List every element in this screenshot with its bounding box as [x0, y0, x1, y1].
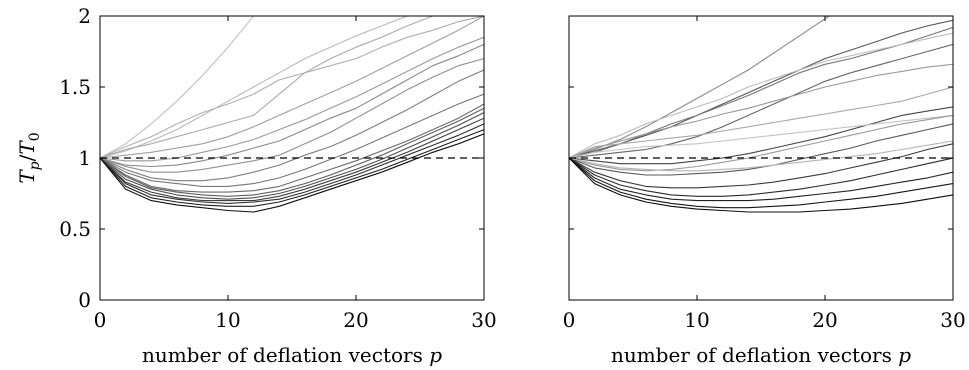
left-series-line-16 — [100, 129, 484, 207]
right-series-lines — [569, 16, 953, 213]
left-y-tick-label-0: 0 — [78, 288, 91, 312]
left-series-line-10 — [100, 93, 484, 187]
left-x-axis-label: number of deflation vectors p — [142, 343, 442, 367]
left-y-tick-label-0.5: 0.5 — [59, 217, 91, 241]
right-series-line-10 — [569, 114, 953, 172]
left-y-axis-label: Tp/T0 — [15, 132, 43, 183]
right-series-line-2 — [569, 19, 953, 159]
left-series-lines — [100, 16, 484, 213]
right-series-line-14 — [569, 157, 953, 197]
left-x-tick-label-30: 30 — [471, 308, 496, 332]
right-x-tick-label-30: 30 — [940, 308, 965, 332]
left-x-tick-label-10: 10 — [215, 308, 240, 332]
left-series-line-8 — [100, 58, 484, 173]
left-series-line-9 — [100, 69, 484, 182]
right-series-line-6 — [569, 63, 953, 159]
left-series-line-13 — [100, 112, 484, 200]
left-x-tick-label-20: 20 — [343, 308, 368, 332]
left-y-tick-label-1: 1 — [78, 146, 91, 170]
right-series-line-16 — [569, 157, 953, 209]
left-series-line-15 — [100, 123, 484, 204]
left-x-tick-label-0: 0 — [94, 308, 107, 332]
right-x-tick-label-0: 0 — [563, 308, 576, 332]
right-series-line-12 — [569, 140, 953, 172]
left-chart-panel: 0 0.5 1 1.5 2 0 10 20 30 Tp/T0 number of deflat… — [15, 4, 497, 367]
right-x-tick-label-20: 20 — [812, 308, 837, 332]
left-series-line-11 — [100, 103, 484, 193]
left-x-axis-label-text: number of deflation vectors — [142, 343, 429, 367]
left-y-tick-label-1.5: 1.5 — [59, 75, 91, 99]
left-y-tick-label-2: 2 — [78, 4, 91, 28]
right-series-line-5 — [569, 43, 953, 159]
right-xtick-labels: 0 10 20 30 — [563, 308, 966, 332]
right-series-line-8 — [569, 106, 953, 165]
left-series-line-2 — [100, 16, 409, 159]
left-series-line-3 — [100, 16, 435, 159]
left-series-line-12 — [100, 107, 484, 197]
right-series-line-15 — [569, 157, 953, 202]
right-series-line-13 — [569, 143, 953, 189]
right-series-line-4 — [569, 32, 953, 159]
left-series-line-17 — [100, 133, 484, 213]
right-series-line-9 — [569, 114, 953, 159]
right-series-line-3 — [569, 26, 953, 159]
left-series-line-1 — [100, 16, 255, 159]
left-series-line-14 — [100, 117, 484, 202]
right-x-tick-label-10: 10 — [684, 308, 709, 332]
left-series-line-6 — [100, 36, 484, 162]
right-ticks — [568, 15, 954, 301]
left-series-line-5 — [100, 16, 484, 159]
left-ytick-labels: 0 0.5 1 1.5 2 — [59, 4, 91, 312]
right-series-line-1 — [569, 16, 831, 159]
right-series-line-7 — [569, 86, 953, 159]
left-ticks — [99, 15, 485, 301]
right-chart-panel: 0 10 20 30 number of deflation vectors p — [563, 15, 966, 367]
left-xtick-labels: 0 10 20 30 — [94, 308, 497, 332]
right-series-line-17 — [569, 157, 953, 213]
right-x-axis-label: number of deflation vectors p — [611, 343, 911, 367]
right-series-line-11 — [569, 123, 953, 176]
left-series-line-7 — [100, 43, 484, 168]
right-x-axis-label-text: number of deflation vectors — [611, 343, 898, 367]
left-series-line-4 — [100, 16, 484, 159]
